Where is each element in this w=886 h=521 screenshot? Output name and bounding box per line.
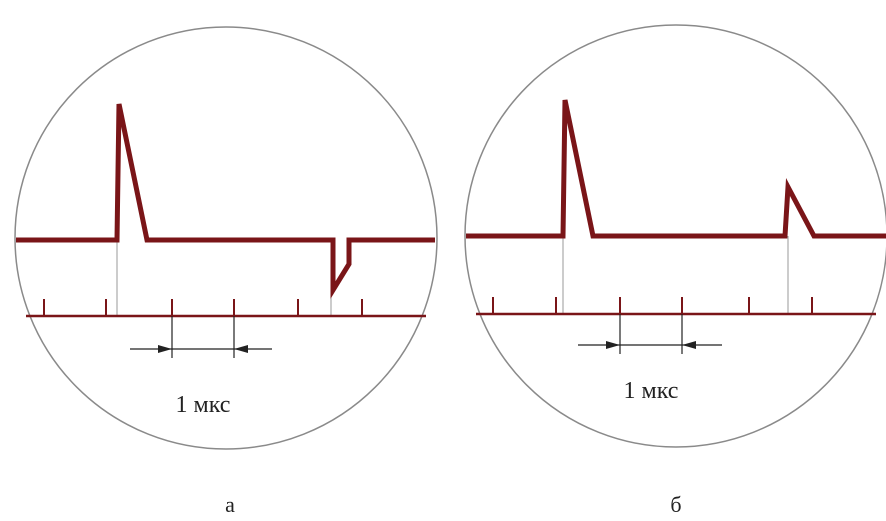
signal-trace: [16, 103, 435, 299]
screen-outline: [464, 24, 886, 448]
signal-trace: [466, 99, 886, 239]
arrowhead-right: [682, 341, 696, 349]
panel-a: 1 мкс а: [14, 26, 438, 517]
panel-b: 1 мкс б: [464, 24, 886, 517]
scale-label: 1 мкс: [624, 378, 679, 404]
panel-caption: а: [225, 492, 235, 517]
panel-caption: б: [670, 492, 681, 517]
interval-dimension: [130, 316, 272, 358]
arrowhead-left: [158, 345, 172, 353]
screen-outline: [14, 26, 438, 450]
scale-ticks: [43, 299, 363, 316]
arrowhead-right: [234, 345, 248, 353]
scale-ticks: [492, 297, 813, 314]
scale-label: 1 мкс: [176, 392, 231, 418]
arrowhead-left: [606, 341, 620, 349]
interval-dimension: [578, 314, 722, 354]
